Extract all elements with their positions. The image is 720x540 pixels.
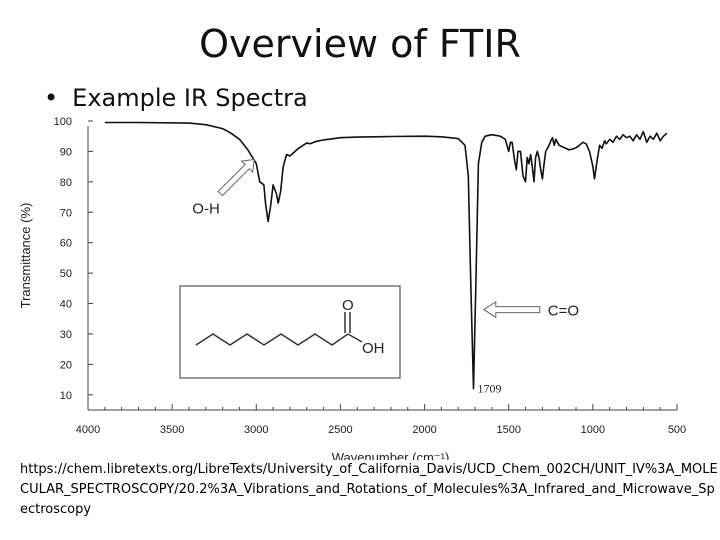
y-tick-label: 70	[60, 207, 72, 219]
inset-frame	[179, 285, 401, 379]
ir-spectrum-chart: 100 90 80 70 60 50 40 30 20 10 4000 3500 3000 2500 200…	[18, 116, 686, 460]
molecule-inset: O OH	[179, 285, 401, 379]
bullet-icon: •	[44, 84, 59, 112]
carbon-chain	[195, 333, 349, 346]
y-tick-label: 10	[60, 390, 72, 402]
y-tick-label: 90	[60, 146, 72, 158]
y-tick-label: 40	[60, 299, 72, 311]
y-tick-label: 50	[60, 268, 72, 280]
x-tick-label: 1000	[581, 424, 605, 436]
oh-arrow	[217, 158, 255, 197]
spectrum-line	[104, 121, 668, 390]
peak-label-1709: 1709	[478, 382, 502, 396]
chart-axes: 100 90 80 70 60 50 40 30 20 10 4000 3500 3000 2500 200…	[18, 116, 686, 460]
y-tick-label: 60	[60, 238, 72, 250]
x-tick-label: 4000	[76, 424, 100, 436]
x-tick-label: 3000	[244, 424, 268, 436]
co-label: C=O	[548, 303, 579, 320]
y-tick-label: 20	[60, 359, 72, 371]
inset-oxygen-label: O	[342, 297, 354, 314]
x-tick-label: 2000	[412, 424, 436, 436]
x-tick-label: 3500	[160, 424, 184, 436]
y-tick-label: 100	[54, 116, 72, 128]
x-tick-label: 500	[668, 424, 686, 436]
x-tick-label: 2500	[328, 424, 352, 436]
bullet-text: Example IR Spectra	[72, 84, 308, 112]
chart-marks: O-H C=O 1709	[104, 121, 668, 396]
x-axis-label: Wavenumber (cm⁻¹)	[332, 450, 450, 460]
inset-hydroxyl-label: OH	[362, 340, 385, 357]
x-tick-label: 1500	[496, 424, 520, 436]
source-citation: https://chem.libretexts.org/LibreTexts/U…	[20, 462, 718, 517]
y-tick-label: 80	[60, 177, 72, 189]
hydroxyl-bond	[347, 333, 363, 343]
y-tick-label: 30	[60, 329, 72, 341]
slide-title: Overview of FTIR	[199, 22, 521, 66]
oh-label: O-H	[192, 201, 220, 218]
y-axis-label: Transmittance (%)	[18, 203, 33, 309]
co-arrow	[482, 300, 541, 319]
bullet-item: • Example IR Spectra	[44, 84, 308, 112]
